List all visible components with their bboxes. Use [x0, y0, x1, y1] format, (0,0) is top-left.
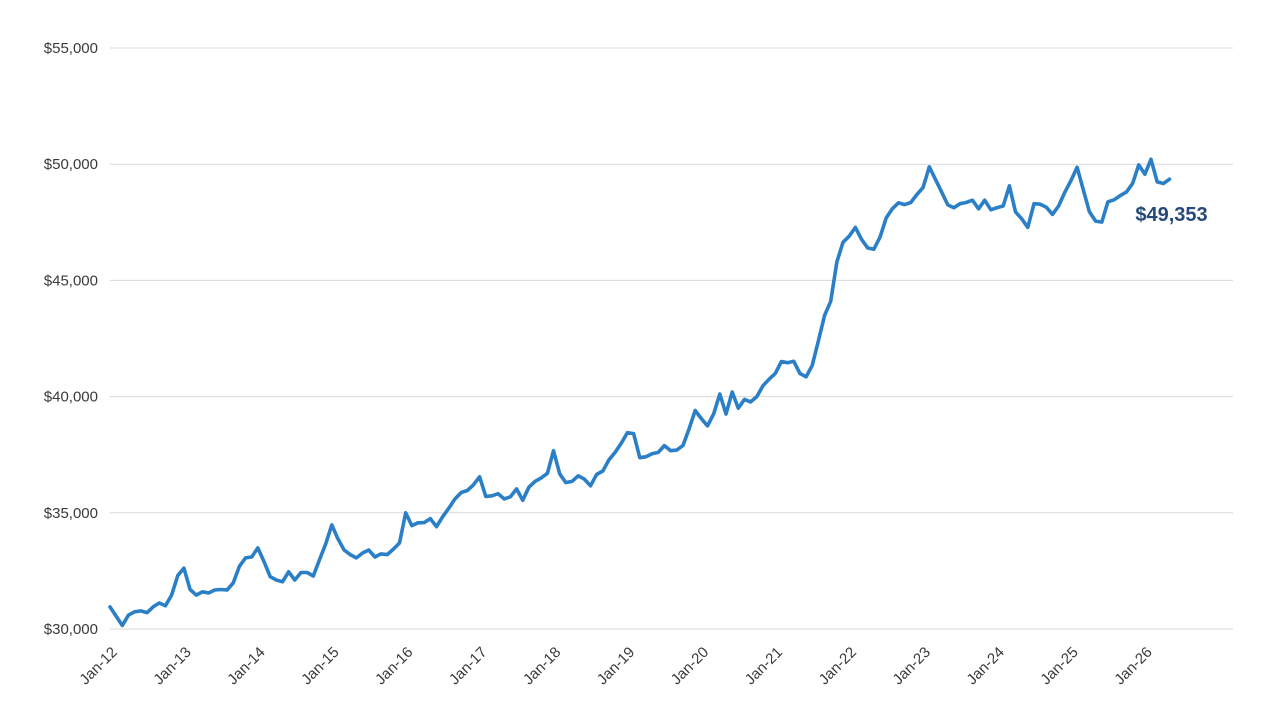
gridlines — [110, 47, 1233, 630]
last-value-label: $49,353 — [1135, 204, 1207, 226]
x-axis-tick-label: Jan-21 — [742, 644, 786, 688]
x-axis-tick-label: Jan-25 — [1037, 644, 1081, 688]
y-axis-tick-label: $40,000 — [44, 389, 98, 406]
y-axis-tick-label: $55,000 — [44, 40, 98, 57]
x-axis-tick-label: Jan-16 — [372, 644, 416, 688]
x-axis-tick-label: Jan-15 — [298, 644, 342, 688]
y-axis-tick-label: $45,000 — [44, 272, 98, 289]
x-axis-tick-label: Jan-12 — [76, 644, 120, 688]
x-axis-tick-label: Jan-23 — [889, 644, 933, 688]
x-axis-tick-label: Jan-22 — [816, 644, 860, 688]
x-axis-labels: Jan-12 Jan-13 Jan-14 Jan-15 Jan-16 Jan-17 Jan-… — [76, 644, 1155, 688]
series-line — [108, 157, 1172, 628]
x-axis-tick-label: Jan-14 — [224, 644, 268, 688]
y-axis-tick-label: $35,000 — [44, 505, 98, 522]
x-axis-tick-label: Jan-13 — [150, 644, 194, 688]
x-axis-tick-label: Jan-17 — [446, 644, 490, 688]
y-axis-labels: $30,000 $35,000 $40,000 $45,000 $50,000 $55,0… — [44, 40, 98, 638]
x-axis-tick-label: Jan-24 — [963, 644, 1007, 688]
x-axis-tick-label: Jan-26 — [1111, 644, 1155, 688]
y-axis-tick-label: $50,000 — [44, 156, 98, 173]
x-axis-tick-label: Jan-19 — [594, 644, 638, 688]
x-axis-tick-label: Jan-20 — [668, 644, 712, 688]
x-axis-tick-label: Jan-18 — [520, 644, 564, 688]
y-axis-tick-label: $30,000 — [44, 621, 98, 638]
